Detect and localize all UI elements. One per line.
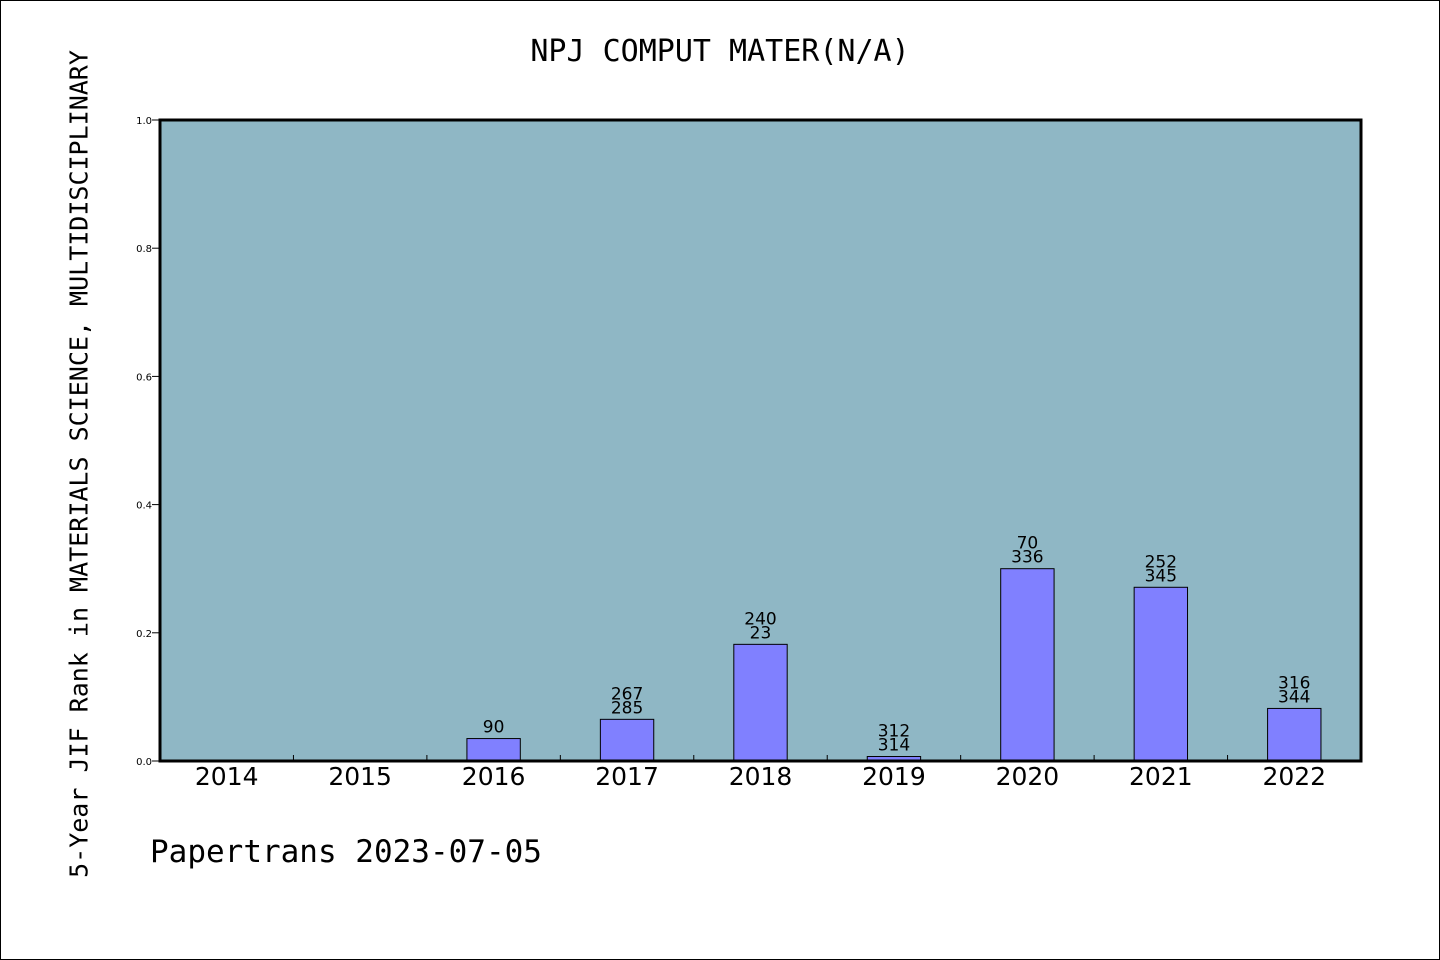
- data-label-2017: 267: [611, 684, 643, 704]
- x-tick-label: 2016: [462, 762, 526, 791]
- data-label-2018: 240: [744, 609, 776, 629]
- x-tick-label: 2019: [862, 762, 926, 791]
- y-tick-label: 0.8: [136, 244, 152, 255]
- x-tick-label: 2014: [195, 762, 259, 791]
- y-tick-label: 1.0: [136, 116, 152, 127]
- data-label-2022: 316: [1278, 673, 1310, 693]
- data-label-2021: 252: [1145, 552, 1177, 572]
- y-tick-label: 0.4: [136, 501, 152, 512]
- data-label-2017: 285: [611, 698, 643, 718]
- bar-2020: [1000, 568, 1055, 762]
- x-tick-label: 2022: [1262, 762, 1326, 791]
- bar-2021: [1133, 586, 1189, 762]
- data-label-2016: 90: [483, 718, 505, 738]
- y-tick-label: 0.2: [136, 629, 152, 640]
- data-label-2020: 70: [1017, 534, 1039, 554]
- y-tick-label: 0.0: [136, 757, 152, 768]
- bar-2022: [1267, 707, 1322, 762]
- data-label-2020: 336: [1011, 548, 1043, 568]
- bar-2017: [599, 718, 655, 762]
- plot-border: [158, 118, 1363, 763]
- data-label-2022: 344: [1278, 687, 1310, 707]
- x-tick-label: 2020: [996, 762, 1060, 791]
- chart-title: NPJ COMPUT MATER(N/A): [530, 34, 910, 69]
- data-label-2021: 345: [1145, 566, 1177, 586]
- bar-2018: [733, 643, 788, 762]
- x-tick-label: 2021: [1129, 762, 1193, 791]
- x-tick-label: 2017: [595, 762, 659, 791]
- x-tick-label: 2015: [328, 762, 392, 791]
- y-tick-label: 0.6: [136, 372, 152, 383]
- data-label-2019: 312: [878, 722, 910, 742]
- data-label-2018: 23: [750, 623, 772, 643]
- x-tick-label: 2018: [729, 762, 793, 791]
- footer-text: Papertrans 2023-07-05: [150, 834, 542, 870]
- bar-2016: [466, 738, 521, 762]
- data-label-2019: 314: [878, 736, 910, 756]
